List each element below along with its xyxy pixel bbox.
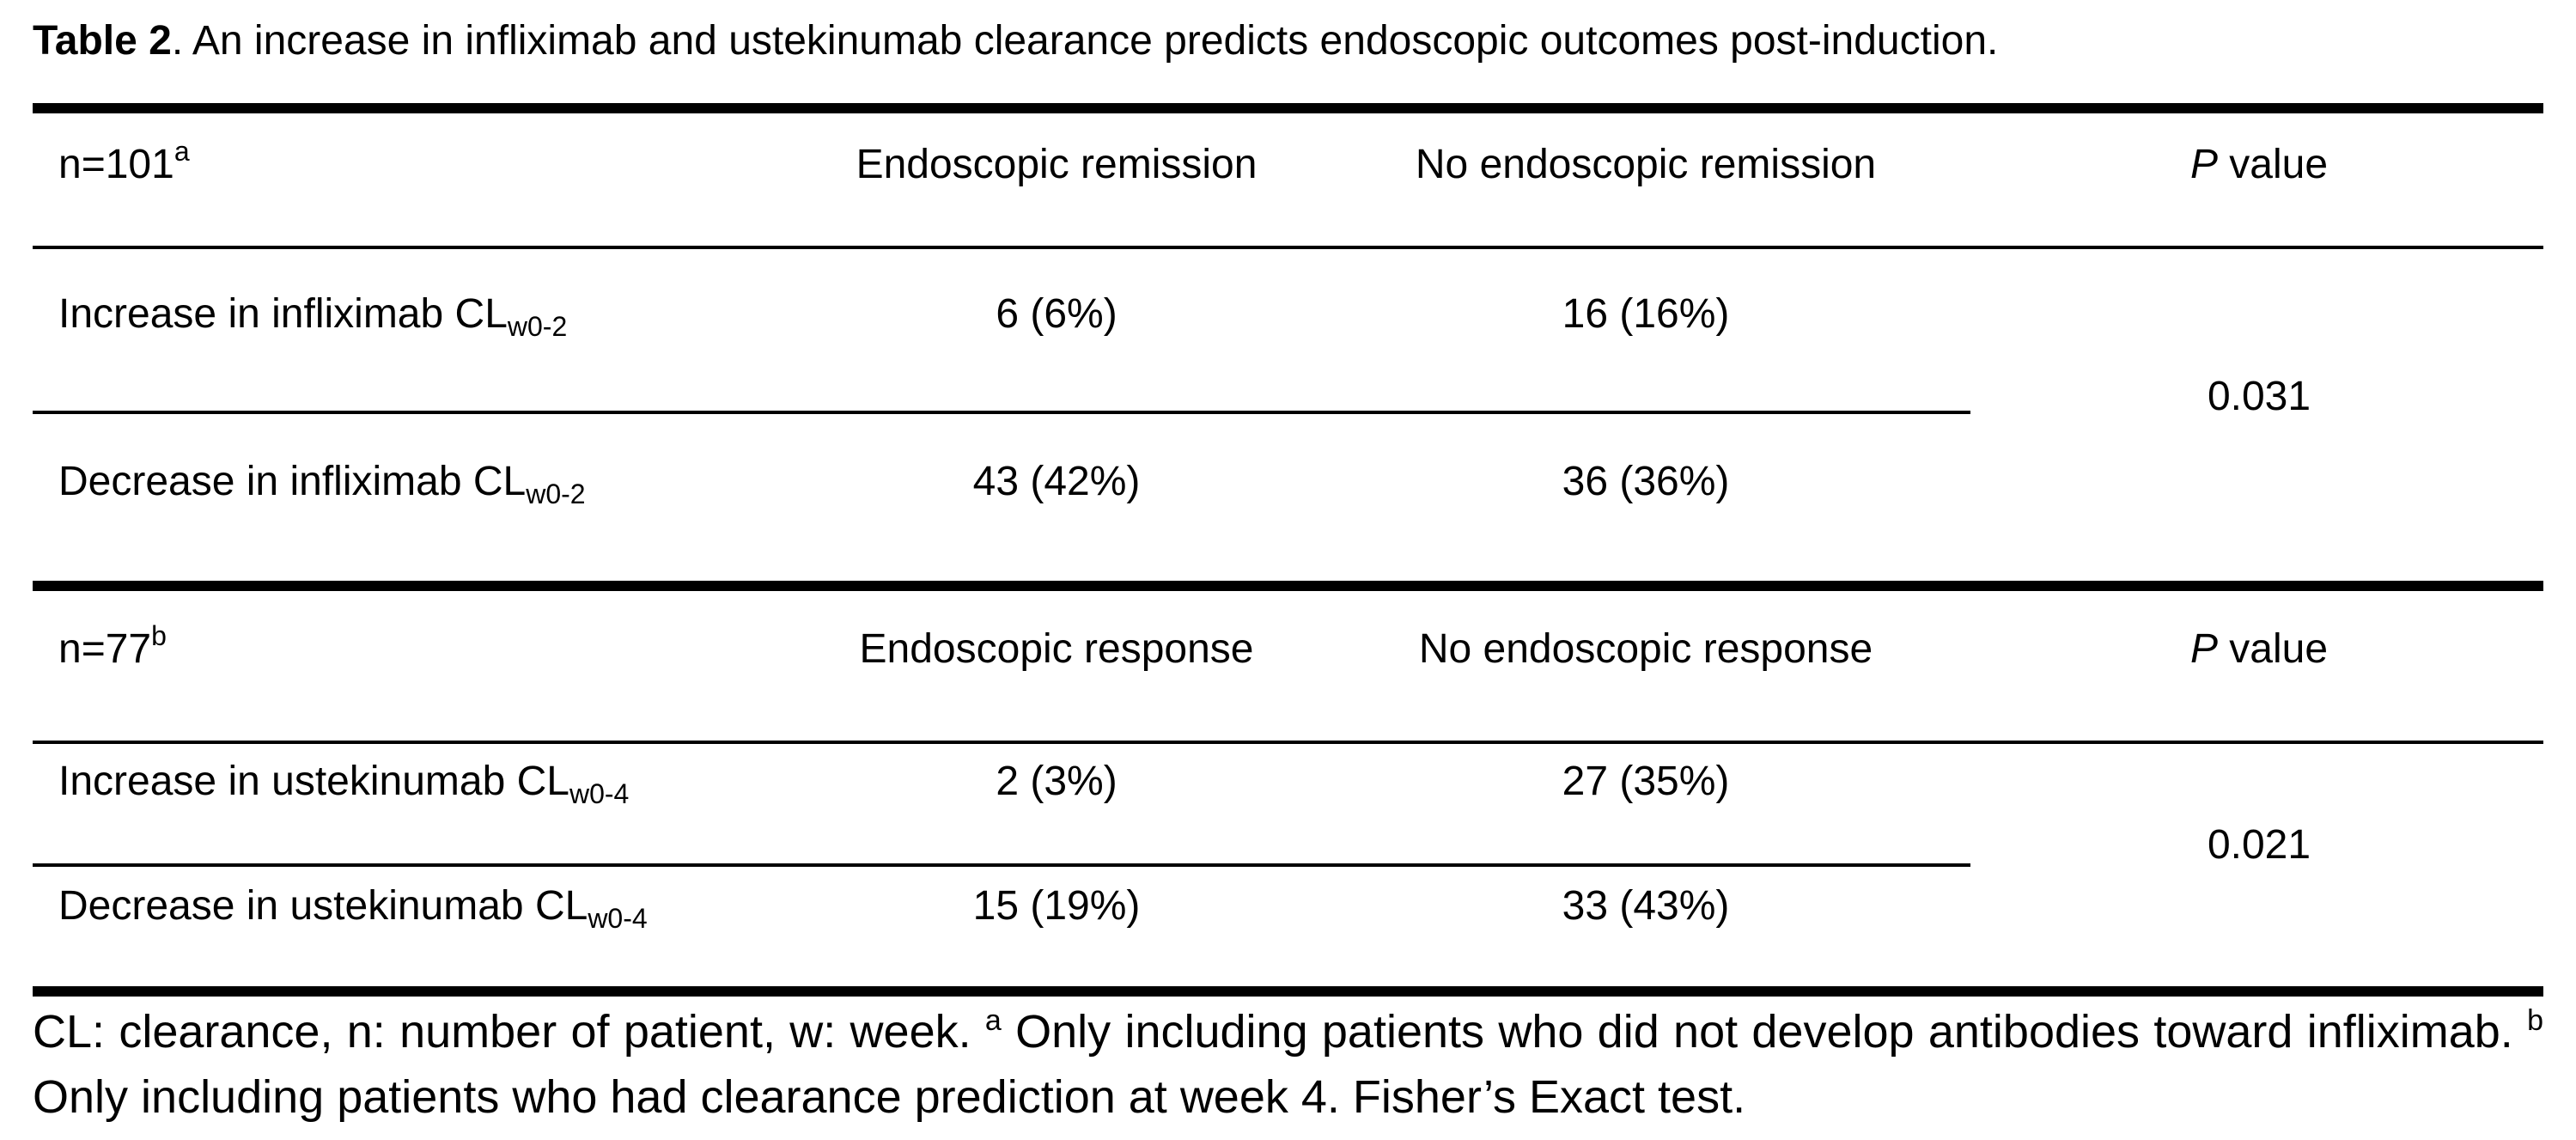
section1-n-label: n=101a [58,136,190,187]
section2-col1-header: Endoscopic response [859,626,1254,672]
table-footnote: CL: clearance, n: number of patient, w: … [33,1004,2544,1123]
row-divider-1 [33,411,1970,414]
section2-row2-col1: 15 (19%) [972,883,1141,929]
section1-row2-col2: 36 (36%) [1562,459,1730,504]
section1-row1-col2: 16 (16%) [1562,291,1730,337]
caption-label: Table 2 [33,18,172,64]
section2-pvalue: 0.021 [2207,822,2311,868]
section2-row1-col1: 2 (3%) [996,759,1117,804]
section2-row2-label: Decrease in ustekinumab CLw0-4 [58,883,648,934]
section2-col2-header: No endoscopic response [1418,626,1873,672]
top-rule [33,103,2543,113]
section2-pvalue-header: P value [2189,626,2329,672]
header-rule-1 [33,246,2543,249]
bottom-rule [33,986,2543,997]
section1-pvalue-header: P value [2189,142,2329,187]
section1-col1-header: Endoscopic remission [856,142,1258,187]
table-caption: Table 2. An increase in infliximab and u… [33,17,1998,64]
section1-row1-col1: 6 (6%) [996,291,1117,337]
section1-col2-header: No endoscopic remission [1415,142,1877,187]
row-divider-2 [33,863,1970,867]
section1-pvalue: 0.031 [2207,374,2311,419]
section1-row2-col1: 43 (42%) [972,459,1141,504]
section1-row2-label: Decrease in infliximab CLw0-2 [58,459,586,509]
section2-row1-col2: 27 (35%) [1562,759,1730,804]
caption-text: . An increase in infliximab and ustekinu… [171,18,1999,64]
section-rule [33,581,2543,591]
section2-row2-col2: 33 (43%) [1562,883,1730,929]
section2-row1-label: Increase in ustekinumab CLw0-4 [58,759,630,809]
header-rule-2 [33,741,2543,744]
section1-row1-label: Increase in infliximab CLw0-2 [58,291,568,342]
section2-n-label: n=77b [58,620,167,672]
